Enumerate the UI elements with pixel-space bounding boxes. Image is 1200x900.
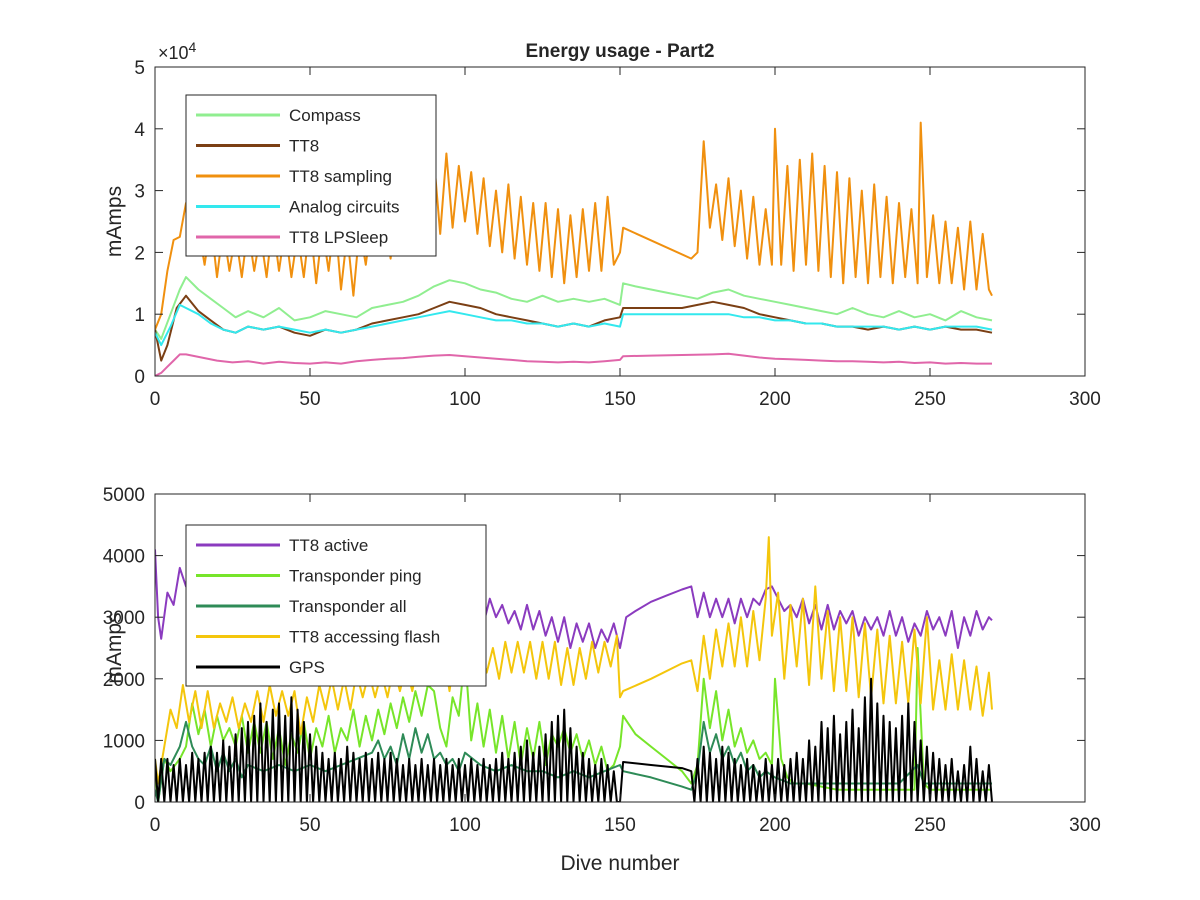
legend-entry: TT8 accessing flash bbox=[289, 628, 440, 647]
legend-entry: TT8 bbox=[289, 137, 319, 156]
legend: TT8 active Transponder ping Transponder al… bbox=[185, 524, 487, 687]
y-tick-label: 1 bbox=[134, 305, 145, 326]
x-tick-label: 150 bbox=[604, 389, 636, 410]
x-tick-label: 300 bbox=[1069, 815, 1101, 836]
x-tick-label: 150 bbox=[604, 815, 636, 836]
y-tick-label: 4 bbox=[134, 120, 145, 141]
legend-entry: Transponder all bbox=[289, 597, 407, 616]
x-tick-label: 50 bbox=[299, 815, 320, 836]
x-tick-label: 100 bbox=[449, 815, 481, 836]
y-tick-label: 5000 bbox=[103, 485, 145, 506]
series-line-gps bbox=[155, 677, 993, 802]
y-tick-label: 3000 bbox=[103, 608, 145, 629]
x-tick-label: 200 bbox=[759, 389, 791, 410]
series-group bbox=[155, 121, 993, 376]
top-panel: 0 50 100 150 200 250 300 0 1 2 3 4 5 ×104 mAmps Compass… bbox=[103, 39, 1101, 410]
y-exponent-label: ×104 bbox=[158, 39, 197, 63]
y-tick-label: 5 bbox=[134, 58, 145, 79]
y-tick-label: 1000 bbox=[103, 731, 145, 752]
series-line-compass bbox=[155, 276, 993, 340]
x-axis-label: Dive number bbox=[560, 852, 679, 875]
y-tick-label: 2000 bbox=[103, 670, 145, 691]
series-line-tt8-accessing-flash bbox=[155, 536, 993, 785]
legend-entry: TT8 LPSleep bbox=[289, 228, 388, 247]
x-tick-label: 0 bbox=[150, 389, 161, 410]
x-tick-label: 200 bbox=[759, 815, 791, 836]
x-tick-label: 250 bbox=[914, 815, 946, 836]
x-tick-label: 50 bbox=[299, 389, 320, 410]
legend: Compass TT8 TT8 sampling Analog circuits TT8… bbox=[185, 94, 437, 257]
figure-title: Energy usage - Part2 bbox=[525, 41, 714, 62]
series-group bbox=[155, 536, 993, 802]
legend-entry: Compass bbox=[289, 106, 361, 125]
y-axis-label: mAmps bbox=[103, 612, 126, 683]
x-tick-label: 300 bbox=[1069, 389, 1101, 410]
series-line-transponder-all bbox=[155, 720, 992, 802]
bottom-panel: 0 50 100 150 200 250 300010002000300040005000m… bbox=[103, 485, 1101, 875]
y-tick-label: 0 bbox=[134, 367, 145, 388]
legend-entry: Transponder ping bbox=[289, 567, 422, 586]
y-tick-label: 0 bbox=[134, 793, 145, 814]
series-line-tt8-lpsleep bbox=[155, 352, 992, 376]
x-tick-label: 0 bbox=[150, 815, 161, 836]
series-line-analog-circuits bbox=[155, 303, 993, 347]
y-axis-label: mAmps bbox=[103, 186, 126, 257]
y-tick-label: 3 bbox=[134, 182, 145, 203]
y-tick-label: 4000 bbox=[103, 547, 145, 568]
legend-entry: TT8 active bbox=[289, 536, 368, 555]
x-tick-label: 100 bbox=[449, 389, 481, 410]
legend-entry: GPS bbox=[289, 658, 325, 677]
x-tick-label: 250 bbox=[914, 389, 946, 410]
legend-entry: TT8 sampling bbox=[289, 167, 392, 186]
legend-entry: Analog circuits bbox=[289, 198, 400, 217]
y-tick-label: 2 bbox=[134, 243, 145, 264]
